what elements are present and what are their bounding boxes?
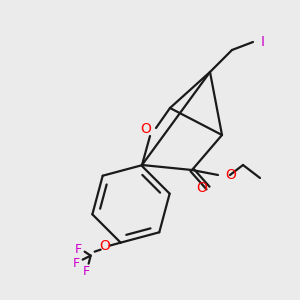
Text: O: O: [141, 122, 152, 136]
Text: F: F: [75, 243, 82, 256]
Text: O: O: [99, 238, 110, 253]
Text: F: F: [73, 257, 80, 270]
Text: F: F: [83, 265, 90, 278]
Text: O: O: [196, 181, 207, 195]
Text: I: I: [261, 35, 265, 49]
Text: O: O: [225, 168, 236, 182]
